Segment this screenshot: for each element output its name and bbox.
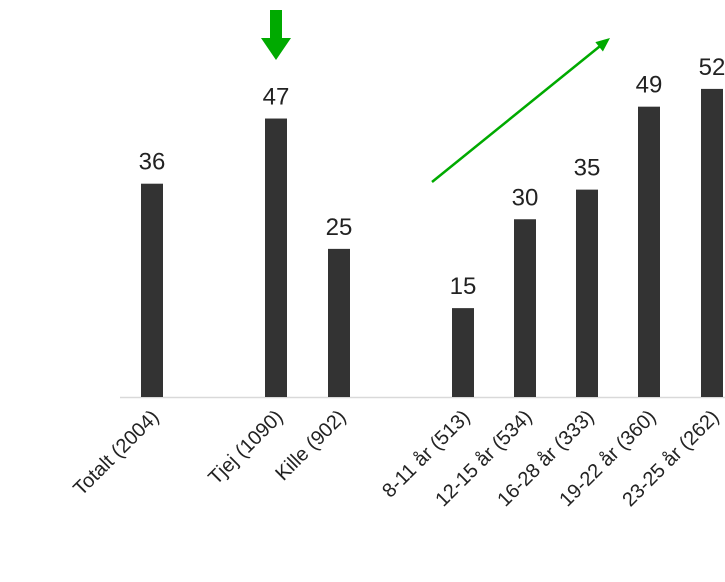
trend-arrow-line xyxy=(431,43,603,183)
data-label: 15 xyxy=(450,273,477,300)
bar xyxy=(141,183,163,397)
data-label: 25 xyxy=(326,214,353,241)
data-label: 36 xyxy=(139,149,166,176)
data-label: 49 xyxy=(636,72,663,99)
bar xyxy=(265,118,287,398)
bar xyxy=(514,219,536,397)
x-tick-label: Totalt (2004) xyxy=(69,406,163,500)
bar xyxy=(452,308,474,397)
data-label: 52 xyxy=(699,54,725,81)
data-label: 47 xyxy=(263,84,290,111)
x-tick-label: Tjej (1090) xyxy=(204,406,287,489)
trend-arrow-head-icon xyxy=(595,38,610,52)
bar xyxy=(701,88,723,398)
down-arrow-icon xyxy=(261,10,291,60)
bar xyxy=(638,106,660,398)
bar xyxy=(576,189,598,397)
data-label: 30 xyxy=(512,184,539,211)
data-label: 35 xyxy=(574,155,601,182)
bar xyxy=(328,248,350,397)
